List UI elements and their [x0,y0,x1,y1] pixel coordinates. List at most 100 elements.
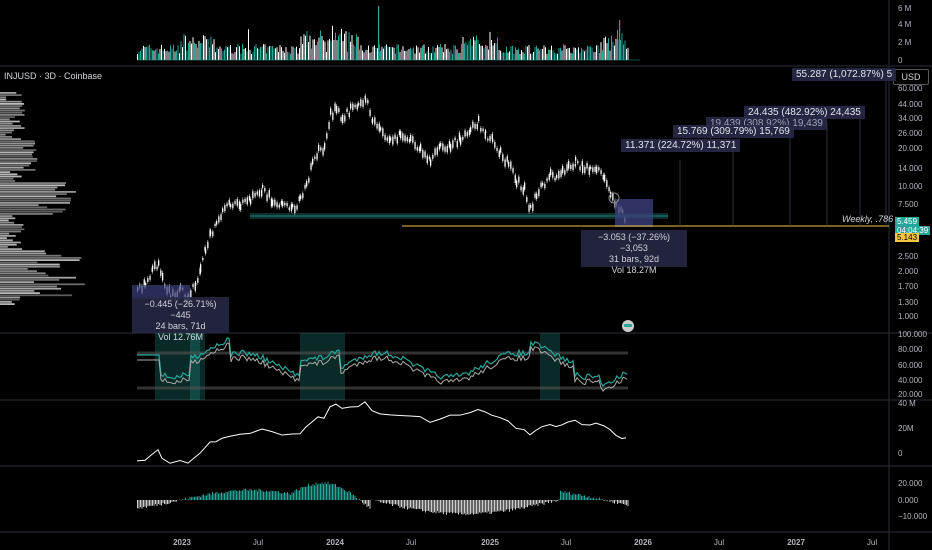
volume-bar [182,47,183,60]
osc3-bar [500,500,501,511]
osc3-bar [206,495,207,500]
volume-bar [408,48,410,60]
volume-bar [425,53,426,60]
volume-bar [162,50,164,60]
osc3-bar [453,500,455,513]
osc3-bar [297,490,299,500]
volume-bar [438,47,440,60]
currency-button[interactable]: USD [893,69,929,85]
volume-bar [518,48,519,60]
osc3-bar [558,498,560,500]
volume-bar [462,36,464,60]
osc3-bar [332,483,333,500]
volume-profile-bar [0,136,13,138]
osc3-bar [438,500,440,514]
osc3-bar [345,491,347,500]
volume-bar [327,40,329,60]
osc3-bar [447,500,449,513]
osc3-bar [386,500,387,504]
osc3-bar [479,500,480,513]
volume-bar [249,49,251,60]
price-axis-label: 2.000 [898,267,919,276]
volume-pane: 6 M 4 M 2 M 0 [137,4,912,65]
volume-bar [318,37,320,60]
osc3-bar [270,490,272,500]
osc3-bar [347,492,348,500]
osc3-bar [317,484,318,500]
time-axis-label: Jul [561,538,571,547]
volume-profile-bar [0,180,15,182]
volume-bar [560,47,561,60]
osc3-bar [461,500,462,515]
osc3-bar [528,500,530,506]
osc3-bar [353,494,354,500]
volume-bar [179,53,180,60]
volume-bar [398,44,399,60]
osc3-bar [615,500,617,502]
volume-profile-bar [0,276,77,279]
osc3-bar [464,500,465,514]
osc3-bar [183,499,185,500]
volume-bar [603,37,605,60]
osc3-bar [333,484,335,500]
osc3-bar [300,487,302,500]
volume-profile-bar [0,116,15,118]
volume-profile-bar [0,252,47,255]
volume-profile-bar [0,285,58,288]
osc3-bar [623,500,624,505]
volume-bar [206,39,207,60]
osc3-bar [512,500,513,511]
volume-bar [467,44,468,60]
volume-bar [506,46,507,60]
events-icon[interactable] [622,320,634,332]
measure-range-box [132,285,190,299]
volume-bar [465,42,467,60]
volume-bar [593,52,594,60]
volume-bar [333,39,335,60]
volume-bar [440,44,441,60]
osc3-bar [504,500,506,512]
volume-bar [534,47,536,60]
volume-bar [591,47,593,60]
volume-bar [596,45,597,60]
symbol-title[interactable]: INJUSD · 3D · Coinbase [4,71,103,81]
osc3-bar [171,500,173,502]
volume-profile-bar [0,103,24,105]
osc3-bar [291,492,293,500]
volume-bar [387,46,389,60]
volume-profile-bar [0,131,12,134]
osc3-bar [216,491,218,500]
volume-bar [150,48,152,60]
volume-bar [422,45,423,60]
osc3-bar [518,500,519,509]
marker-circle [608,192,620,204]
osc3-bar [293,492,294,500]
volume-bar [426,51,428,60]
osc3-bar [540,500,542,504]
osc1-axis-label: 100.000 [898,330,927,339]
projection-label: 15.769 (309.79%) 15,769 [673,125,794,138]
volume-bar [558,47,560,60]
volume-bar [326,51,327,60]
osc3-bar [578,494,579,500]
osc3-bar [212,492,213,500]
osc3-bar [389,500,390,504]
osc3-bar [342,488,344,500]
osc3-bar [422,500,423,512]
volume-bar [582,49,584,60]
volume-bar [375,47,377,60]
volume-profile-bar [0,173,18,176]
osc3-bar [153,500,155,506]
osc3-bar [336,486,338,500]
osc3-bar [231,490,233,500]
volume-bar [359,49,360,60]
volume-bar [171,48,173,60]
volume-bar [198,40,200,60]
osc3-bar [210,494,212,500]
volume-profile-bar [0,155,33,158]
osc3-bar [294,490,296,500]
osc3-bar [584,495,585,500]
osc3-bar [383,500,384,504]
osc3-bar [413,500,414,509]
